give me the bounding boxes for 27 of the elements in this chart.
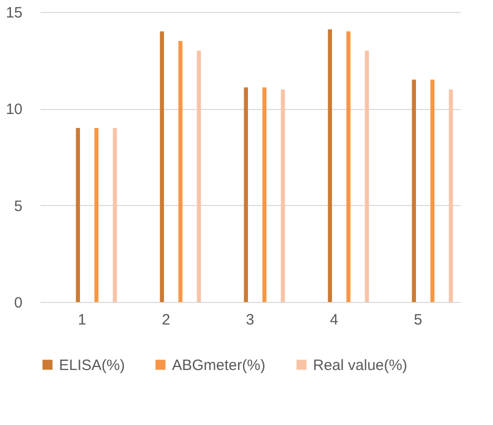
bar [262,87,266,302]
y-tick-label: 10 [6,101,22,118]
bar [412,80,416,302]
bar [448,89,453,302]
bar [280,89,285,302]
bar [346,31,350,302]
x-tick-label: 1 [78,312,86,328]
legend-label: ELISA(%) [59,356,125,374]
bar [94,128,98,302]
legend-label: ABGmeter(%) [172,356,266,374]
x-tick-label: 2 [162,312,170,328]
x-tick-label: 5 [414,312,422,328]
bar [364,50,369,302]
bar [430,80,434,302]
bar [178,41,182,302]
legend-label: Real value(%) [313,356,408,374]
y-tick-label: 0 [14,294,22,312]
bar [112,128,117,302]
y-tick-label: 15 [6,4,22,22]
bar [196,50,201,302]
x-tick-label: 4 [330,312,338,328]
bar [160,31,164,302]
bar [244,87,248,302]
bar [76,128,80,302]
x-tick-label: 3 [246,312,254,328]
bar [328,29,332,302]
y-tick-label: 5 [14,198,22,215]
